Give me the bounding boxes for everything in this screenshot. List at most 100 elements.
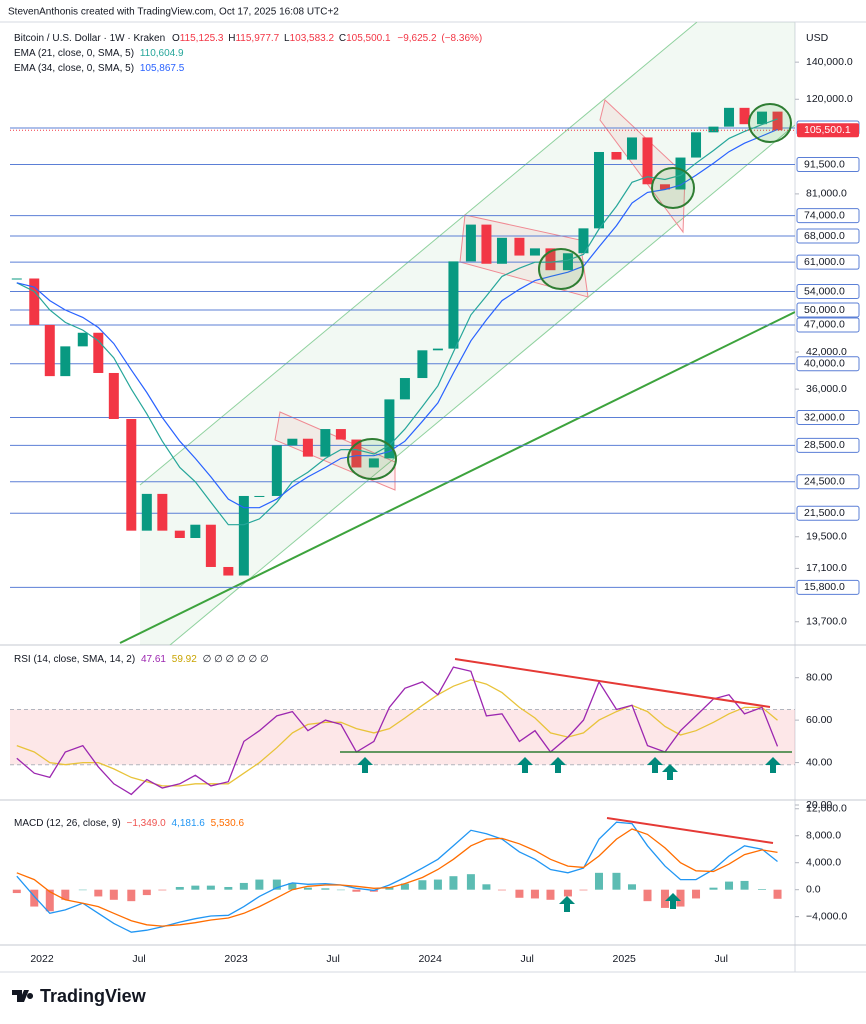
histogram-bar [400,883,409,890]
last-price-box [797,123,859,138]
circles [347,103,792,480]
candle [11,278,22,280]
x-tick-label: 2023 [224,953,248,965]
histogram-bar [515,889,524,898]
ohlc-name: C [339,33,346,44]
x-tick-label: Jul [715,953,728,965]
candle [529,248,540,256]
candle [254,495,265,497]
y-tick-label: 20.00 [806,799,832,811]
candle [271,445,282,496]
histogram-bar [530,889,539,899]
axis-unit: USD [806,32,829,44]
candle [77,332,88,347]
histogram-bar [142,889,151,896]
level-box [796,284,860,300]
candle [320,429,331,457]
histogram-bar [158,889,167,891]
histogram-bar [758,889,767,890]
arrow [550,757,566,773]
level-box [796,579,860,595]
x-tick-label: Jul [132,953,145,965]
x-tick-label: Jul [520,953,533,965]
y-tick-label: 8,000.0 [806,830,841,842]
level-label: 61,000.0 [804,256,845,268]
level-label: 74,000.0 [804,209,845,221]
level-box [796,409,860,425]
histogram-bar [94,889,103,897]
arrows [357,757,781,912]
histogram-bar [709,887,718,890]
candle [545,248,556,271]
y-tick-label: 36,000.0 [806,383,847,395]
histogram-bar [546,889,555,900]
histogram-bar [466,874,475,890]
indicator-line [16,821,778,933]
price-legend: Bitcoin / U.S. Dollar · 1W · Kraken O115… [14,33,482,44]
indicator-line [16,828,778,927]
x-tick-label: 2025 [613,953,637,965]
histogram-bar [321,888,330,890]
histogram-bar [563,889,572,897]
candle [126,419,137,531]
y-tick-label: 13,700.0 [806,616,847,628]
histogram-bar [61,889,70,900]
ema-line [16,128,778,509]
legend-value: 110,604.9 [140,48,184,59]
candle [562,253,573,271]
level-label: 32,000.0 [804,411,845,423]
level-box [796,356,860,372]
candle [223,566,234,576]
legend-value: 47.61 [141,654,166,665]
histogram-bar [255,879,264,890]
trend-line [454,658,771,708]
highlight-circle [748,103,792,143]
candle [432,348,443,351]
arrow [357,757,373,773]
level-box [796,208,860,224]
x-tick-label: 2022 [30,953,54,965]
highlight-circle [651,167,695,209]
candle [757,111,768,125]
candle [724,107,735,127]
arrow [647,757,663,773]
legend-value: 105,867.5 [140,63,185,74]
ohlc-name: H [228,33,235,44]
candle [593,151,604,229]
level-label: 54,000.0 [804,285,845,297]
histogram-bar [773,889,782,899]
x-tick-label: 2024 [418,953,442,965]
candle [205,524,216,567]
y-tick-label: 12,000.0 [806,803,847,815]
candle [465,224,476,262]
arrow [559,896,575,912]
level-box [796,157,860,173]
candle [611,151,622,160]
histogram-bar [725,881,734,890]
candle [691,132,702,158]
change-pct: (−8.36%) [441,33,482,44]
candle [626,137,637,160]
legend-name: MACD (12, 26, close, 9) [14,818,121,829]
flag [599,99,686,234]
arrow [662,764,678,780]
candle [29,278,40,325]
arrow [665,893,681,909]
level-box [796,437,860,453]
y-tick-label: 4,000.0 [806,856,841,868]
candle [190,524,201,538]
highlight-circle [538,248,584,290]
indicator-line [16,679,778,787]
level-box [796,254,860,270]
y-tick-label: 19,500.0 [806,531,847,543]
candle [174,530,185,538]
level-box [796,302,860,318]
last-price-label: 105,500.1 [804,124,851,136]
legend-value: 5,530.6 [211,818,245,829]
histogram-bar [692,889,701,899]
histogram-bar [303,887,312,890]
candle [238,495,249,576]
candle [384,399,395,459]
legend-name: EMA (34, close, 0, SMA, 5) [14,63,134,74]
histogram-bar [660,889,669,908]
